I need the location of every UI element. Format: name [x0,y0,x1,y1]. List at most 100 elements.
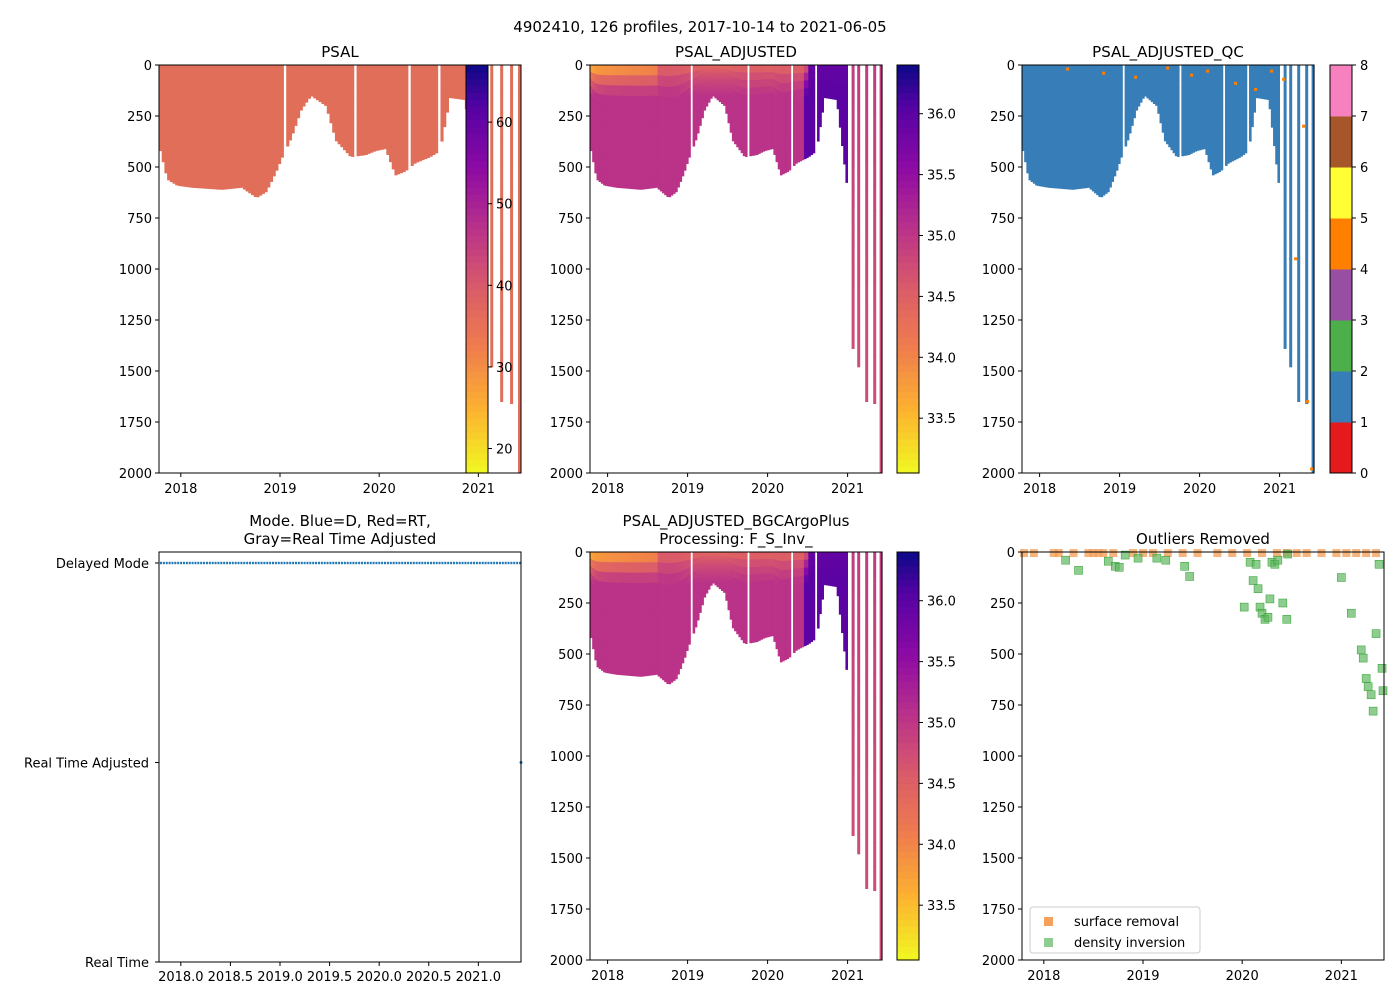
psal-adjusted-qc-cell [1094,160,1097,172]
psal-adjusted-qc-cell [1311,152,1315,182]
psal-adjusted-cell [666,97,669,110]
psal-adjusted-colorbar-band [897,282,919,290]
psal-adjusted-cell [683,152,687,162]
psal-cell [426,111,431,120]
psal-adjusted-qc-cell [1100,75,1104,88]
psal-cell [510,282,514,308]
psal-adjusted-cell [834,73,838,77]
psal-bgc-cell [611,572,615,583]
psal-cell [159,100,163,109]
psal-adjusted-qc-cell [1216,100,1219,111]
psal-bgc-cell [592,552,595,561]
psal-adjusted-cell [766,142,770,151]
psal-adjusted-cell [629,157,632,169]
psal-cell [272,148,276,158]
psal-adjusted-cell [688,103,691,112]
psal-cell [169,103,173,114]
psal-cell [432,117,436,126]
psal-cell [280,80,284,89]
psal-bgc-cell [596,590,600,601]
psal-cell [380,100,385,108]
psal-cell [161,73,165,82]
psal-adjusted-cell [653,126,656,137]
psal-adjusted-cell [725,73,728,78]
mode-point [194,561,197,565]
psal-adjusted-cell [819,75,822,81]
psal-cell [361,80,366,88]
psal-adjusted-qc-cell [1231,104,1235,114]
psal-adjusted-cell [755,102,759,111]
mode-point [306,561,309,565]
psal-adjusted-qc-cell [1061,137,1064,148]
psal-adjusted-qc-cell [1024,121,1027,130]
psal-adjusted-cell [688,141,691,150]
psal-bgc-cell [618,654,621,665]
psal-adjusted-qc-cell [1203,99,1206,108]
psal-adjusted-qc-cell [1157,97,1160,102]
psal-cell [264,149,268,161]
psal-adjusted-cell [631,147,635,159]
psal-adjusted-qc-cell [1100,130,1104,143]
psal-adjusted-qc-cell [1104,182,1108,194]
psal-cell [356,80,360,89]
psal-adjusted-qc-cell [1198,79,1202,87]
psal-adjusted-cell [638,75,641,87]
psal-adjusted-cell [808,141,811,150]
psal-adjusted-cell [662,128,665,140]
psal-adjusted-cell [753,102,757,111]
psal-adjusted-cell [672,182,676,194]
psal-cell [402,109,406,119]
psal-adjusted-cell [784,136,787,147]
psal-adjusted-colorbar-band [897,296,919,304]
psal-bgc-cell [614,552,617,563]
psal-cell [278,130,282,140]
psal-cell [361,117,366,126]
psal-adjusted-cell [812,130,816,139]
psal-adjusted-qc-cell [1087,75,1091,86]
psal-adjusted-qc-cell [1035,124,1038,136]
psal-adjusted-cell [782,137,785,148]
psal-cell [199,106,203,117]
psal-adjusted-cell [655,126,659,137]
psal-adjusted-qc-cell [1032,153,1036,164]
psal-colorbar-band [466,221,488,229]
psal-cell [213,95,217,107]
psal-cell [188,85,192,96]
psal-cell [318,83,322,87]
psal-adjusted-qc-cell [1030,94,1034,105]
psal-adjusted-qc-cell [1148,76,1152,80]
psal-cell [261,118,265,130]
psal-adjusted-cell [712,80,715,84]
psal-cell [416,97,420,106]
psal-cell [223,158,228,169]
psal-cell [337,117,341,125]
psal-cell [251,162,255,174]
psal-adjusted-qc-cell [1311,298,1315,328]
psal-adjusted-cell [592,89,595,98]
psal-adjusted-qc-cell [1176,141,1180,150]
psal-adjusted-cell [631,106,635,117]
psal-adjusted-qc-cell [1032,104,1036,115]
psal-bgc-cell [592,584,595,593]
psal-cell [159,129,163,137]
psal-adjusted-cell [707,77,711,81]
psal-cell [215,178,219,190]
psal-cell [448,70,452,74]
psal-adjusted-cell [825,73,829,77]
psal-adjusted-qc-cell [1085,105,1088,117]
psal-adjusted-qc-cell [1026,136,1029,147]
psal-colorbar-band [466,309,488,318]
psal-cell [440,128,444,136]
psal-adjusted-cell [694,133,698,141]
psal-adjusted-cell [784,73,787,84]
psal-adjusted-qc-cell [1283,125,1287,147]
psal-bgc-cell [614,602,617,614]
psal-cell [272,129,276,140]
psal-cell [221,147,225,159]
psal-adjusted-cell [821,104,824,109]
psal-adjusted-qc-cell [1094,182,1097,194]
psal-bgc-cell [633,634,637,646]
psal-cell [175,84,179,96]
psal-cell [207,167,211,179]
psal-adjusted-qc-cell [1120,118,1123,127]
